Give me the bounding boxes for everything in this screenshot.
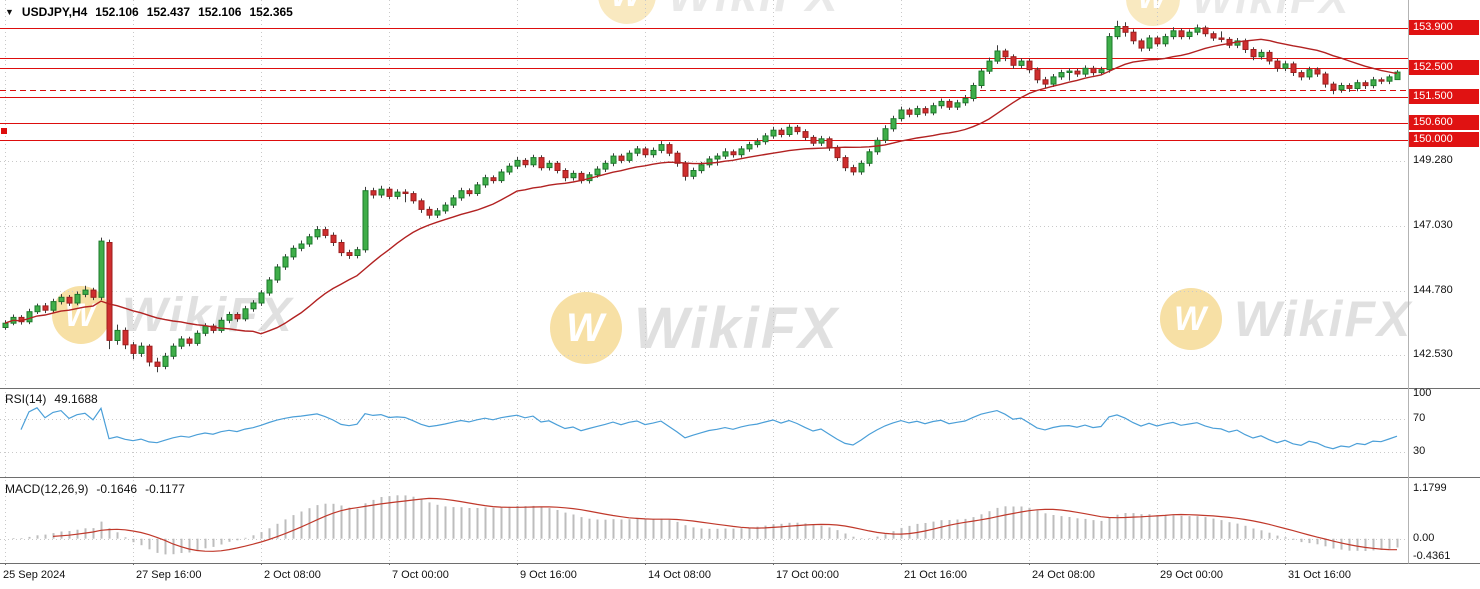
macd-axis-label: -0.4361 [1413, 550, 1451, 562]
macd-axis-label: 0.00 [1413, 532, 1435, 544]
price-axis: 149.280 147.030 144.780 142.530 153.900 152.5… [1409, 0, 1480, 564]
time-axis-label: 14 Oct 08:00 [648, 569, 711, 581]
moving-average-line [4, 38, 1398, 335]
ohlc-high: 152.437 [146, 5, 191, 19]
time-axis-label: 7 Oct 00:00 [392, 569, 449, 581]
price-axis-label: 144.780 [1413, 284, 1453, 296]
wikifx-logo-icon: W [1160, 288, 1222, 350]
wikifx-logo-letter: W [566, 305, 606, 350]
macd-name: MACD(12,26,9) [5, 482, 89, 496]
price-axis-label: 149.280 [1413, 154, 1453, 166]
macd-axis-label: 1.1799 [1413, 482, 1447, 494]
time-axis-label: 2 Oct 08:00 [264, 569, 321, 581]
chart-title: ▼ USDJPY,H4 152.106 152.437 152.106 152.… [5, 5, 293, 19]
macd-histogram [12, 495, 1399, 555]
price-axis-label: 142.530 [1413, 348, 1453, 360]
wikifx-logo-letter: W [1173, 299, 1209, 338]
macd-value: -0.1646 [96, 482, 138, 496]
ohlc-low: 152.106 [198, 5, 242, 19]
wikifx-logo-icon: W [1126, 0, 1180, 26]
time-axis-label: 21 Oct 16:00 [904, 569, 967, 581]
time-axis-label: 25 Sep 2024 [3, 569, 66, 581]
collapse-chart-icon[interactable]: ▼ [5, 7, 14, 17]
time-axis-label: 24 Oct 08:00 [1032, 569, 1095, 581]
price-level-badge[interactable]: 152.500 [1409, 60, 1479, 75]
macd-signal-line [52, 497, 1398, 552]
time-axis-label: 17 Oct 00:00 [776, 569, 839, 581]
wikifx-watermark: W WikiFX [1160, 288, 1412, 350]
wikifx-watermark-text: WikiFX [1192, 0, 1350, 24]
wikifx-watermark-text: WikiFX [668, 0, 840, 23]
wikifx-logo-letter: W [1138, 0, 1168, 16]
price-level-badge[interactable]: 150.600 [1409, 115, 1479, 130]
time-axis-label: 31 Oct 16:00 [1288, 569, 1351, 581]
symbol-period-label: USDJPY,H4 [21, 5, 88, 19]
wikifx-logo-icon: W [598, 0, 656, 24]
rsi-value: 49.1688 [54, 392, 98, 406]
wikifx-logo-icon: W [550, 292, 622, 364]
price-axis-label: 147.030 [1413, 219, 1453, 231]
time-axis-label: 27 Sep 16:00 [136, 569, 202, 581]
wikifx-watermark: W WikiFX [1126, 0, 1350, 26]
time-axis[interactable]: 25 Sep 2024 27 Sep 16:00 2 Oct 08:00 7 Oct … [0, 565, 1480, 589]
wikifx-watermark: W WikiFX [550, 292, 839, 364]
ohlc-close: 152.365 [249, 5, 293, 19]
rsi-indicator-label: RSI(14) 49.1688 [5, 392, 98, 406]
wikifx-watermark-text: WikiFX [1234, 291, 1413, 347]
rsi-line [20, 406, 1398, 450]
horizontal-level-lines[interactable] [0, 28, 1408, 141]
time-axis-label: 9 Oct 16:00 [520, 569, 577, 581]
rsi-axis-label: 70 [1413, 412, 1426, 424]
wikifx-watermark: W WikiFX [598, 0, 840, 24]
rsi-name: RSI(14) [5, 392, 47, 406]
candlesticks[interactable] [2, 20, 1401, 373]
macd-signal-value: -0.1177 [145, 482, 185, 496]
grid-lines [0, 0, 1408, 563]
wikifx-watermark-text: WikiFX [634, 295, 839, 361]
panel-separators [0, 0, 1480, 568]
rsi-axis-label: 100 [1413, 387, 1432, 399]
price-level-badge[interactable]: 153.900 [1409, 20, 1479, 35]
price-level-badge[interactable]: 150.000 [1409, 132, 1479, 147]
macd-indicator-label: MACD(12,26,9) -0.1646 -0.1177 [5, 482, 185, 496]
time-axis-label: 29 Oct 00:00 [1160, 569, 1223, 581]
rsi-axis-label: 30 [1413, 445, 1426, 457]
price-level-badge[interactable]: 151.500 [1409, 89, 1479, 104]
ohlc-open: 152.106 [95, 5, 139, 19]
line-anchor-marker [1, 128, 7, 134]
wikifx-logo-letter: W [611, 0, 643, 14]
